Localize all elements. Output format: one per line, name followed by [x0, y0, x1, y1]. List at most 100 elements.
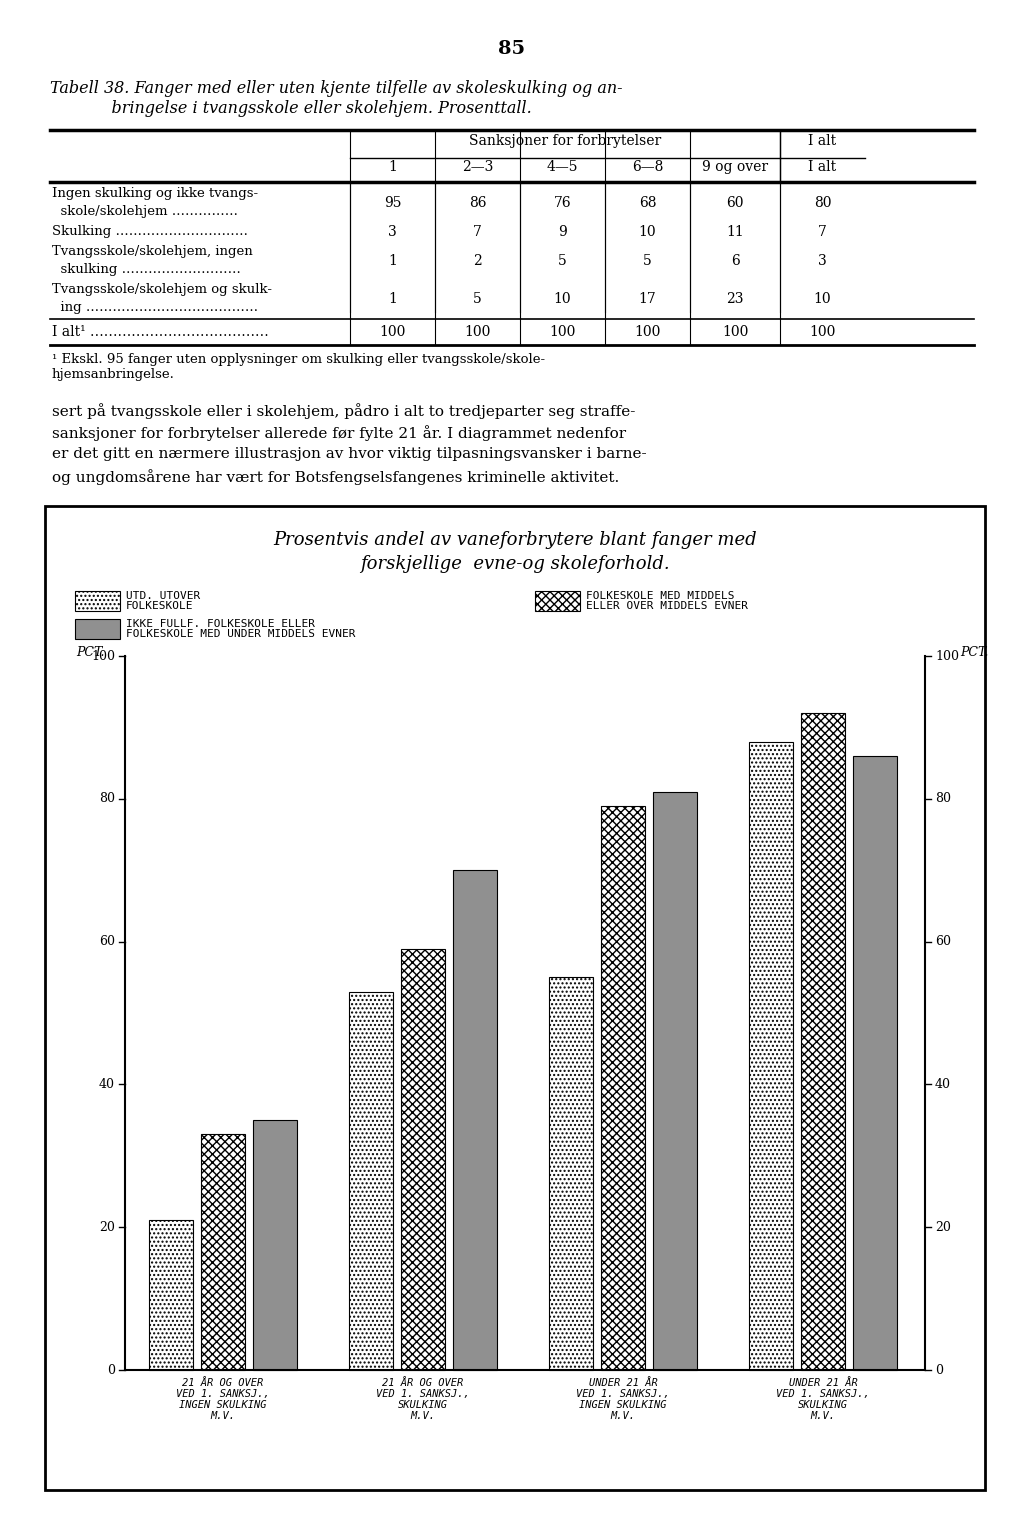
- Text: 9: 9: [558, 226, 567, 239]
- Bar: [601, 806, 645, 1370]
- Text: skole/skolehjem ……………: skole/skolehjem ……………: [52, 205, 238, 218]
- Text: Tabell 38. Fanger med eller uten kjente tilfelle av skoleskulking og an-: Tabell 38. Fanger med eller uten kjente …: [50, 80, 623, 97]
- Bar: [535, 591, 580, 611]
- Text: 0: 0: [106, 1364, 115, 1377]
- Text: UNDER 21 ÅR: UNDER 21 ÅR: [589, 1379, 657, 1388]
- Bar: [75, 620, 120, 639]
- Text: INGEN SKULKING: INGEN SKULKING: [580, 1400, 667, 1410]
- Text: VED 1. SANKSJ.,: VED 1. SANKSJ.,: [776, 1389, 869, 1398]
- Text: 20: 20: [935, 1221, 951, 1233]
- Text: 80: 80: [814, 195, 831, 211]
- Text: 1: 1: [388, 255, 397, 268]
- Bar: [253, 1120, 297, 1370]
- Bar: [801, 714, 845, 1370]
- Text: 100: 100: [722, 326, 749, 339]
- Text: 7: 7: [473, 226, 482, 239]
- Text: PCT.: PCT.: [961, 645, 988, 659]
- Text: M.V.: M.V.: [811, 1410, 836, 1421]
- Text: IKKE FULLF. FOLKESKOLE ELLER: IKKE FULLF. FOLKESKOLE ELLER: [126, 620, 315, 629]
- Text: 100: 100: [91, 650, 115, 662]
- Text: 100: 100: [464, 326, 490, 339]
- Bar: [401, 948, 445, 1370]
- Text: M.V.: M.V.: [610, 1410, 636, 1421]
- Text: Tvangsskole/skolehjem og skulk-: Tvangsskole/skolehjem og skulk-: [52, 283, 272, 295]
- Text: 100: 100: [935, 650, 959, 662]
- Text: og ungdomsårene har vært for Botsfengselsfangenes kriminelle aktivitet.: og ungdomsårene har vært for Botsfengsel…: [52, 470, 620, 485]
- Text: 95: 95: [384, 195, 401, 211]
- Text: 21 ÅR OG OVER: 21 ÅR OG OVER: [382, 1379, 464, 1388]
- Text: 60: 60: [726, 195, 743, 211]
- Text: VED 1. SANKSJ.,: VED 1. SANKSJ.,: [176, 1389, 270, 1398]
- Text: PCT.: PCT.: [77, 645, 105, 659]
- Bar: [653, 792, 697, 1370]
- Text: er det gitt en nærmere illustrasjon av hvor viktig tilpasningsvansker i barne-: er det gitt en nærmere illustrasjon av h…: [52, 447, 646, 461]
- Text: 68: 68: [639, 195, 656, 211]
- Text: SKULKING: SKULKING: [798, 1400, 848, 1410]
- Text: 23: 23: [726, 292, 743, 306]
- Text: 5: 5: [473, 292, 482, 306]
- Text: 3: 3: [818, 255, 826, 268]
- Text: M.V.: M.V.: [211, 1410, 236, 1421]
- Text: 100: 100: [634, 326, 660, 339]
- Text: VED 1. SANKSJ.,: VED 1. SANKSJ.,: [376, 1389, 470, 1398]
- Text: 6—8: 6—8: [632, 161, 664, 174]
- Text: UTD. UTOVER: UTD. UTOVER: [126, 591, 201, 601]
- Text: INGEN SKULKING: INGEN SKULKING: [179, 1400, 266, 1410]
- Text: SKULKING: SKULKING: [398, 1400, 449, 1410]
- Text: UNDER 21 ÅR: UNDER 21 ÅR: [788, 1379, 857, 1388]
- Text: 10: 10: [814, 292, 831, 306]
- Bar: [749, 742, 793, 1370]
- Text: skulking ………………………: skulking ………………………: [52, 264, 241, 276]
- Text: ing …………………………………: ing …………………………………: [52, 301, 258, 314]
- Text: Ingen skulking og ikke tvangs-: Ingen skulking og ikke tvangs-: [52, 186, 258, 200]
- Text: ¹ Ekskl. 95 fanger uten opplysninger om skulking eller tvangsskole/skole-
hjemsa: ¹ Ekskl. 95 fanger uten opplysninger om …: [52, 353, 545, 380]
- Text: ELLER OVER MIDDELS EVNER: ELLER OVER MIDDELS EVNER: [586, 601, 748, 611]
- Text: 7: 7: [818, 226, 827, 239]
- Bar: [150, 1220, 193, 1370]
- Text: 11: 11: [726, 226, 743, 239]
- Bar: [453, 870, 497, 1370]
- Text: 0: 0: [935, 1364, 943, 1377]
- Text: 1: 1: [388, 161, 397, 174]
- Text: FOLKESKOLE MED MIDDELS: FOLKESKOLE MED MIDDELS: [586, 591, 734, 601]
- Text: FOLKESKOLE: FOLKESKOLE: [126, 601, 194, 611]
- Text: sert på tvangsskole eller i skolehjem, pådro i alt to tredjeparter seg straffe-: sert på tvangsskole eller i skolehjem, p…: [52, 403, 635, 418]
- Bar: [201, 1135, 245, 1370]
- Text: I alt: I alt: [808, 161, 837, 174]
- Text: I alt¹ …………………………………: I alt¹ …………………………………: [52, 326, 268, 339]
- Text: 17: 17: [639, 292, 656, 306]
- Text: 21 ÅR OG OVER: 21 ÅR OG OVER: [182, 1379, 263, 1388]
- Text: 5: 5: [558, 255, 567, 268]
- Text: 40: 40: [99, 1077, 115, 1091]
- Text: 4—5: 4—5: [547, 161, 579, 174]
- Text: 9 og over: 9 og over: [701, 161, 768, 174]
- Text: I alt: I alt: [808, 133, 837, 148]
- Bar: [45, 506, 985, 1489]
- Text: 5: 5: [643, 255, 652, 268]
- Text: 100: 100: [809, 326, 836, 339]
- Text: Skulking …………………………: Skulking …………………………: [52, 226, 248, 238]
- Text: 10: 10: [554, 292, 571, 306]
- Text: Sanksjoner for forbrytelser: Sanksjoner for forbrytelser: [469, 133, 662, 148]
- Text: 3: 3: [388, 226, 397, 239]
- Text: 100: 100: [549, 326, 575, 339]
- Text: 6: 6: [731, 255, 739, 268]
- Bar: [549, 977, 593, 1370]
- Text: 80: 80: [99, 792, 115, 806]
- Text: 1: 1: [388, 292, 397, 306]
- Text: VED 1. SANKSJ.,: VED 1. SANKSJ.,: [577, 1389, 670, 1398]
- Text: 100: 100: [379, 326, 406, 339]
- Text: forskjellige  evne-og skoleforhold.: forskjellige evne-og skoleforhold.: [360, 554, 670, 573]
- Text: 10: 10: [639, 226, 656, 239]
- Bar: [75, 591, 120, 611]
- Text: Prosentvis andel av vaneforbrytere blant fanger med: Prosentvis andel av vaneforbrytere blant…: [273, 530, 757, 548]
- Text: 40: 40: [935, 1077, 951, 1091]
- Bar: [853, 756, 897, 1370]
- Text: sanksjoner for forbrytelser allerede før fylte 21 år. I diagrammet nedenfor: sanksjoner for forbrytelser allerede før…: [52, 426, 626, 441]
- Text: M.V.: M.V.: [411, 1410, 435, 1421]
- Text: 80: 80: [935, 792, 951, 806]
- Text: Tvangsskole/skolehjem, ingen: Tvangsskole/skolehjem, ingen: [52, 245, 253, 258]
- Text: 76: 76: [554, 195, 571, 211]
- Text: FOLKESKOLE MED UNDER MIDDELS EVNER: FOLKESKOLE MED UNDER MIDDELS EVNER: [126, 629, 355, 639]
- Text: bringelse i tvangsskole eller skolehjem. Prosenttall.: bringelse i tvangsskole eller skolehjem.…: [50, 100, 531, 117]
